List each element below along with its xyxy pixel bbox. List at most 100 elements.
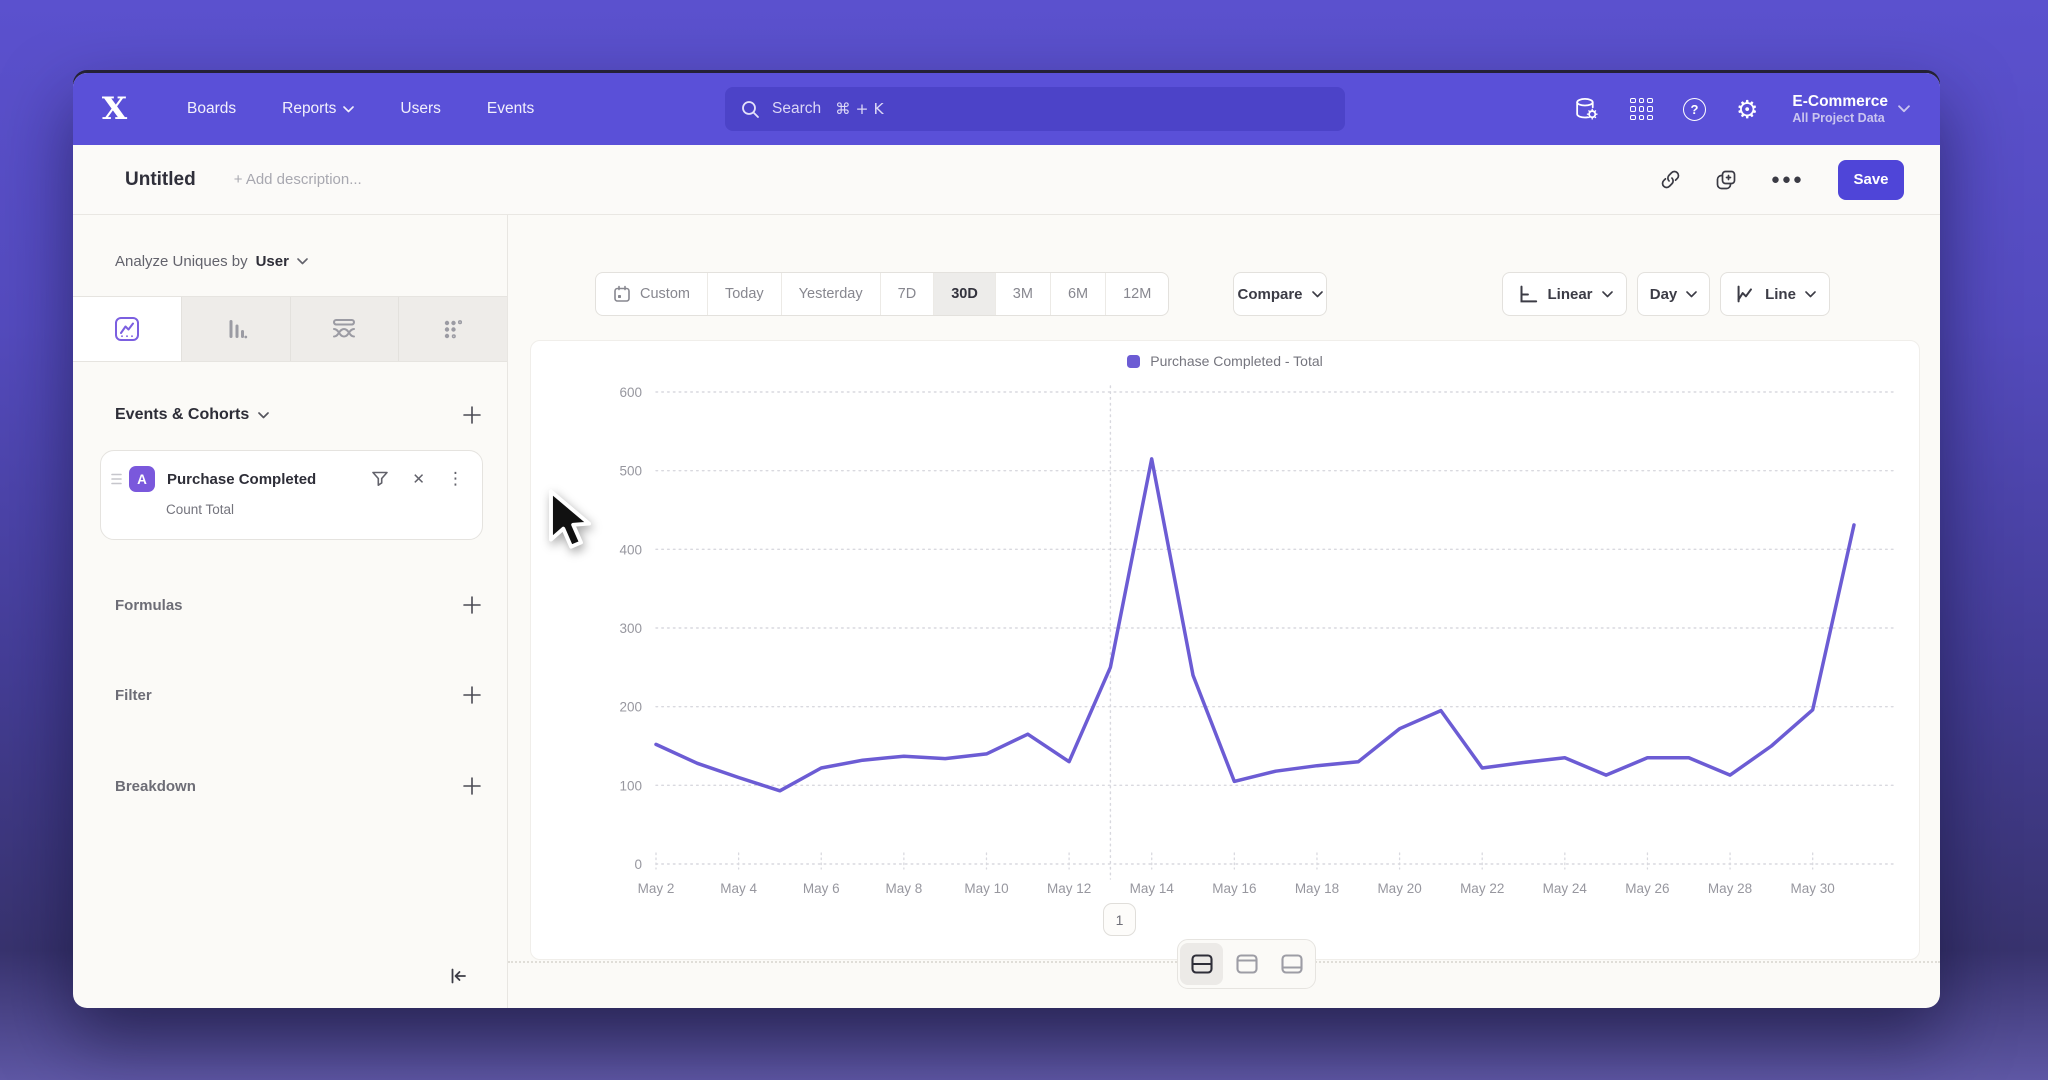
range-custom[interactable]: Custom <box>596 273 708 315</box>
compare-dropdown[interactable]: Compare <box>1233 272 1327 316</box>
search-shortcut: ⌘ + K <box>835 100 884 118</box>
events-cohorts-header: Events & Cohorts <box>115 404 483 426</box>
svg-text:May 8: May 8 <box>885 881 922 896</box>
svg-text:500: 500 <box>619 464 642 479</box>
chevron-down-icon <box>1311 290 1323 297</box>
svg-text:May 30: May 30 <box>1791 881 1835 896</box>
org-name: E-Commerce <box>1792 92 1888 110</box>
chart-legend[interactable]: Purchase Completed - Total <box>531 353 1919 369</box>
help-icon[interactable]: ? <box>1682 97 1706 121</box>
nav-right-cluster: ? ⚙ E-Commerce All Project Data <box>1573 92 1910 126</box>
date-range-segmented-control: Custom Today Yesterday 7D 30D 3M 6M 12M <box>595 272 1170 316</box>
granularity-dropdown[interactable]: Day <box>1637 272 1710 316</box>
nav-item-events[interactable]: Events <box>486 100 535 117</box>
report-action-bar: Untitled + Add description... ●●● Save <box>73 145 1940 215</box>
nav-item-users[interactable]: Users <box>400 100 441 117</box>
mixpanel-logo-icon[interactable]: X <box>101 90 128 127</box>
svg-text:May 10: May 10 <box>964 881 1008 896</box>
query-builder-sidebar: Analyze Uniques by User <box>73 215 508 1008</box>
analyze-value-dropdown[interactable]: User <box>255 253 289 270</box>
svg-text:May 16: May 16 <box>1212 881 1256 896</box>
layout-top-panel-button[interactable] <box>1225 943 1268 985</box>
svg-text:400: 400 <box>619 542 642 557</box>
tab-retention[interactable] <box>399 297 507 361</box>
range-30d[interactable]: 30D <box>934 273 996 315</box>
linear-axis-icon <box>1520 285 1538 303</box>
svg-text:600: 600 <box>619 385 642 400</box>
svg-text:May 2: May 2 <box>638 881 675 896</box>
apps-grid-icon[interactable] <box>1630 97 1653 121</box>
flows-icon <box>333 319 356 338</box>
collapse-sidebar-button[interactable] <box>447 965 469 992</box>
report-title[interactable]: Untitled <box>125 168 196 190</box>
layout-bottom-icon <box>1280 954 1303 974</box>
drag-handle-icon[interactable] <box>111 472 122 486</box>
filter-label: Filter <box>115 686 152 704</box>
svg-text:200: 200 <box>619 700 642 715</box>
range-today[interactable]: Today <box>708 273 782 315</box>
tab-bar-chart[interactable] <box>182 297 291 361</box>
line-chart-plot: 0 100 200 300 400 500 600 May 2 May 4 May 6 May 8 M… <box>531 379 1921 959</box>
remove-event-icon[interactable]: ✕ <box>412 470 425 488</box>
breakdown-section: Breakdown <box>115 775 483 797</box>
add-description-field[interactable]: + Add description... <box>233 171 362 188</box>
nav-item-boards[interactable]: Boards <box>187 100 237 117</box>
chevron-down-icon <box>297 258 308 265</box>
layout-split-horizontal-button[interactable] <box>1180 943 1223 985</box>
add-event-button[interactable] <box>461 404 483 426</box>
breakdown-label: Breakdown <box>115 777 196 795</box>
scale-dropdown[interactable]: Linear <box>1502 272 1627 316</box>
svg-text:0: 0 <box>634 857 642 872</box>
svg-text:May 22: May 22 <box>1460 881 1504 896</box>
event-metric[interactable]: Count Total <box>166 502 235 517</box>
content: Analyze Uniques by User <box>73 215 1940 1008</box>
layout-bottom-panel-button[interactable] <box>1270 943 1313 985</box>
svg-text:300: 300 <box>619 621 642 636</box>
tab-flows[interactable] <box>291 297 400 361</box>
duplicate-icon[interactable] <box>1715 169 1737 191</box>
event-options-kebab-icon[interactable]: ⋮ <box>447 468 464 489</box>
plus-icon <box>463 686 481 704</box>
layout-toggle-group <box>1177 939 1316 989</box>
calendar-icon <box>614 285 630 302</box>
event-name[interactable]: Purchase Completed <box>167 470 317 488</box>
save-button[interactable]: Save <box>1838 159 1904 200</box>
plus-icon <box>463 406 481 424</box>
org-subtitle: All Project Data <box>1792 111 1885 126</box>
add-formula-button[interactable] <box>461 594 483 616</box>
chart-type-dropdown[interactable]: Line <box>1720 272 1830 316</box>
tab-insights-line[interactable] <box>73 297 182 361</box>
layout-top-icon <box>1235 954 1258 974</box>
project-switcher[interactable]: E-Commerce All Project Data <box>1792 92 1910 126</box>
search-placeholder: Search <box>772 100 822 117</box>
chevron-down-icon <box>1805 290 1816 297</box>
svg-text:May 20: May 20 <box>1377 881 1421 896</box>
share-link-icon[interactable] <box>1660 169 1681 190</box>
collapse-left-icon <box>451 968 466 984</box>
legend-swatch <box>1127 354 1141 368</box>
more-options-icon[interactable]: ●●● <box>1770 171 1804 188</box>
svg-text:May 28: May 28 <box>1708 881 1752 896</box>
range-6m[interactable]: 6M <box>1051 273 1107 315</box>
chart-main-area: Custom Today Yesterday 7D 30D 3M 6M 12M … <box>508 215 1940 1008</box>
data-management-icon[interactable] <box>1573 96 1600 123</box>
add-filter-button[interactable] <box>461 684 483 706</box>
chevron-down-icon[interactable] <box>258 411 270 419</box>
chart-type-tabs <box>73 296 507 362</box>
plus-icon <box>463 596 481 614</box>
retention-dots-icon <box>444 320 463 339</box>
search-input[interactable]: Search ⌘ + K <box>725 87 1345 131</box>
legend-label: Purchase Completed - Total <box>1150 353 1323 369</box>
filter-funnel-icon[interactable] <box>370 469 390 489</box>
nav-menu: Boards Reports Users Events <box>187 100 534 118</box>
nav-item-reports[interactable]: Reports <box>282 100 355 118</box>
settings-gear-icon[interactable]: ⚙ <box>1735 94 1759 124</box>
pagination-page-1[interactable]: 1 <box>1103 903 1136 936</box>
range-12m[interactable]: 12M <box>1123 286 1152 302</box>
formulas-label: Formulas <box>115 596 183 614</box>
range-3m[interactable]: 3M <box>996 273 1051 315</box>
range-yesterday[interactable]: Yesterday <box>782 273 881 315</box>
range-7d[interactable]: 7D <box>881 273 935 315</box>
add-breakdown-button[interactable] <box>461 775 483 797</box>
event-card-purchase-completed[interactable]: A Purchase Completed ✕ ⋮ Count Total <box>100 450 483 540</box>
